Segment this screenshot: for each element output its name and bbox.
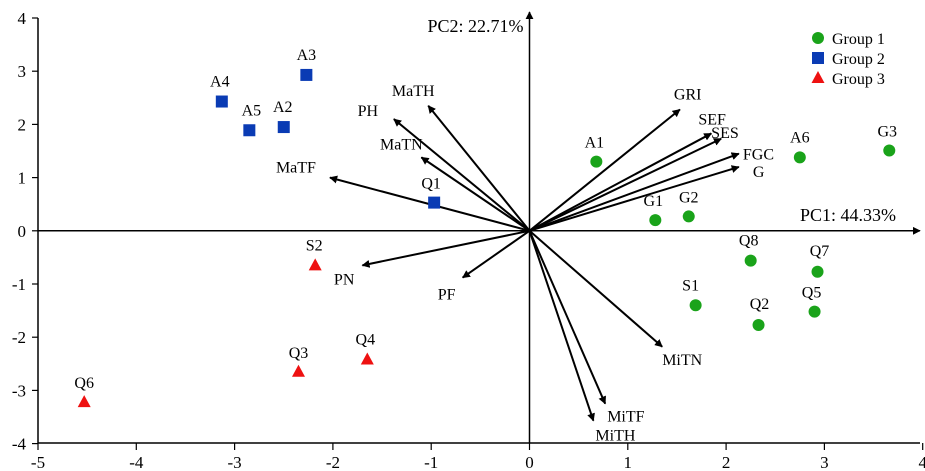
point-label: Q6 (74, 375, 94, 392)
point-label: A3 (297, 47, 317, 64)
x-tick-label: 4 (918, 453, 925, 471)
loading-label: SES (711, 125, 739, 142)
point-label: G2 (679, 189, 699, 206)
x-tick-label: -4 (129, 453, 144, 471)
loading-label: MiTH (595, 428, 635, 445)
loading-label: PF (438, 287, 456, 304)
data-point (793, 151, 806, 164)
data-point (744, 254, 757, 267)
x-tick-label: 3 (820, 453, 829, 471)
loading-arrow (529, 132, 713, 232)
tick-marks (32, 17, 924, 450)
y-tick-label: -1 (12, 275, 26, 294)
data-point (682, 210, 695, 223)
loading-arrow (528, 230, 663, 348)
loading-arrow (529, 137, 722, 232)
data-point (883, 144, 896, 157)
data-point (77, 395, 91, 408)
point-label: A5 (242, 102, 262, 119)
loading-arrow (393, 118, 531, 232)
point-label: Q5 (802, 285, 822, 302)
y-tick-label: -4 (12, 435, 27, 454)
loading-label: MaTF (276, 160, 316, 177)
x-tick-label: 2 (722, 453, 731, 471)
loading-arrow (528, 230, 595, 422)
pc1-axis-title: PC1: 44.33% (800, 205, 896, 225)
point-label: Q2 (750, 296, 770, 313)
y-tick-label: 2 (18, 115, 27, 134)
legend-marker (812, 52, 824, 64)
data-point (649, 214, 662, 227)
legend-marker (812, 32, 824, 44)
y-tick-label: 1 (18, 169, 27, 188)
point-label: Q1 (421, 176, 441, 193)
y-tick-label: 4 (18, 9, 27, 28)
data-point (308, 258, 322, 271)
point-label: G3 (877, 123, 897, 140)
data-point (291, 364, 305, 377)
y-tick-label: -2 (12, 328, 26, 347)
data-point (689, 299, 702, 312)
data-point (428, 196, 441, 209)
loading-arrow (528, 108, 681, 232)
data-point (215, 95, 228, 108)
x-tick-label: -5 (31, 453, 45, 471)
loading-arrow (528, 230, 607, 405)
legend-label: Group 1 (832, 31, 885, 48)
point-label: A1 (585, 135, 605, 152)
y-tick-label: 3 (18, 62, 27, 81)
sample-points: A1 A6 G3 G1 G2 Q8 Q7 S1 Q5 Q2 A3 A4 A5 A2 Q1 S2 Q4 Q3 Q6 (74, 47, 897, 408)
loading-arrow (462, 229, 531, 279)
y-tick-label: -3 (12, 381, 26, 400)
data-point (590, 155, 603, 168)
loading-label: MaTH (392, 83, 435, 100)
loading-label: PN (334, 271, 355, 288)
legend-label: Group 3 (832, 71, 885, 88)
loading-arrow (427, 105, 531, 232)
loading-arrow (529, 152, 740, 232)
legend-label: Group 2 (832, 51, 885, 68)
loading-arrow (361, 229, 530, 268)
data-point (752, 318, 765, 331)
y-tick-label: 0 (18, 222, 27, 241)
point-label: Q3 (289, 345, 309, 362)
data-point (277, 121, 290, 134)
x-tick-label: 1 (624, 453, 633, 471)
point-label: Q4 (356, 332, 376, 349)
loading-label: SEF (698, 111, 726, 128)
loading-label: MaTN (380, 136, 423, 153)
loading-label: MiTF (607, 409, 644, 426)
data-point (808, 305, 821, 318)
loading-label: G (753, 164, 765, 181)
x-tick-label: -2 (326, 453, 340, 471)
legend-marker (811, 71, 825, 83)
loading-label: MiTN (662, 352, 702, 369)
data-point (243, 124, 256, 137)
loading-arrow (420, 156, 531, 232)
point-label: A6 (790, 129, 810, 146)
data-point (811, 265, 824, 278)
data-point (360, 352, 374, 365)
point-label: Q7 (810, 243, 830, 260)
legend: Group 1 Group 2 Group 3 (811, 31, 885, 88)
loading-label: PH (358, 103, 379, 120)
pc2-axis-title: PC2: 22.71% (427, 16, 523, 36)
point-label: Q8 (739, 233, 759, 250)
loading-label: GRI (674, 87, 702, 104)
x-tick-label: -1 (424, 453, 438, 471)
center-axes: PC1: 44.33% PC2: 22.71% (38, 11, 921, 443)
loading-label: FGC (743, 147, 774, 164)
point-label: S2 (306, 237, 323, 254)
point-label: G1 (644, 193, 664, 210)
x-tick-label: 0 (525, 453, 534, 471)
point-label: A4 (210, 74, 230, 91)
x-tick-label: -3 (228, 453, 242, 471)
data-point (300, 68, 313, 81)
point-label: A2 (273, 99, 293, 116)
point-label: S1 (682, 277, 699, 294)
loading-arrow (529, 165, 740, 232)
